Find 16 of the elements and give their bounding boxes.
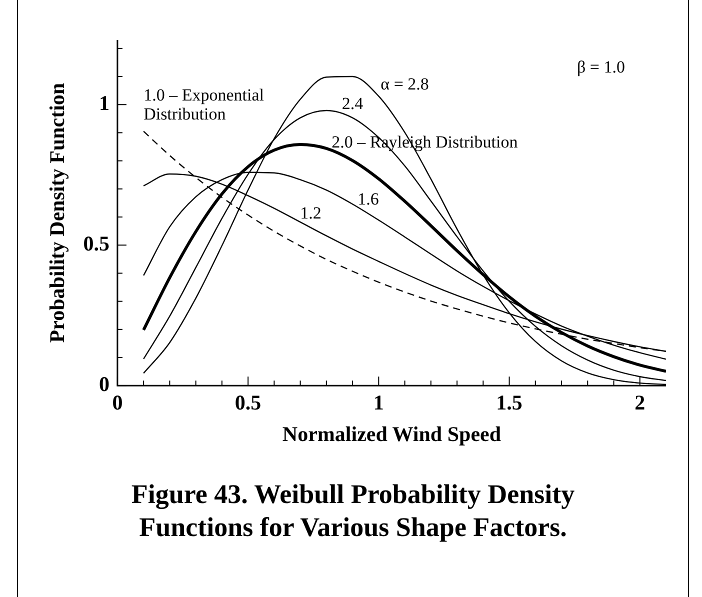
x-tick-label: 1 (373, 390, 384, 415)
series-label: 2.4 (342, 94, 364, 114)
x-tick-label: 1.5 (496, 390, 522, 415)
y-tick-label: 0 (98, 372, 110, 396)
x-tick-label: 0.5 (234, 390, 262, 415)
y-tick-label: 0.5 (83, 232, 110, 256)
text: Figure 43. Weibull Probability Density Functions for Various Shape Factors. (130, 478, 576, 544)
annotation: β = 1.0 (577, 57, 625, 76)
series-label: α = 2.8 (380, 74, 429, 94)
series-label: 1.6 (358, 190, 379, 209)
x-tick-label: 2 (634, 390, 646, 415)
x-axis-title: Normalized Wind Speed (282, 422, 502, 446)
series-label: 1.0 – Exponential Distribution (144, 86, 264, 124)
y-tick-label: 1 (98, 91, 110, 116)
series-label: 1.2 (300, 204, 322, 223)
y-axis-title: Probability Density Function (45, 82, 70, 343)
